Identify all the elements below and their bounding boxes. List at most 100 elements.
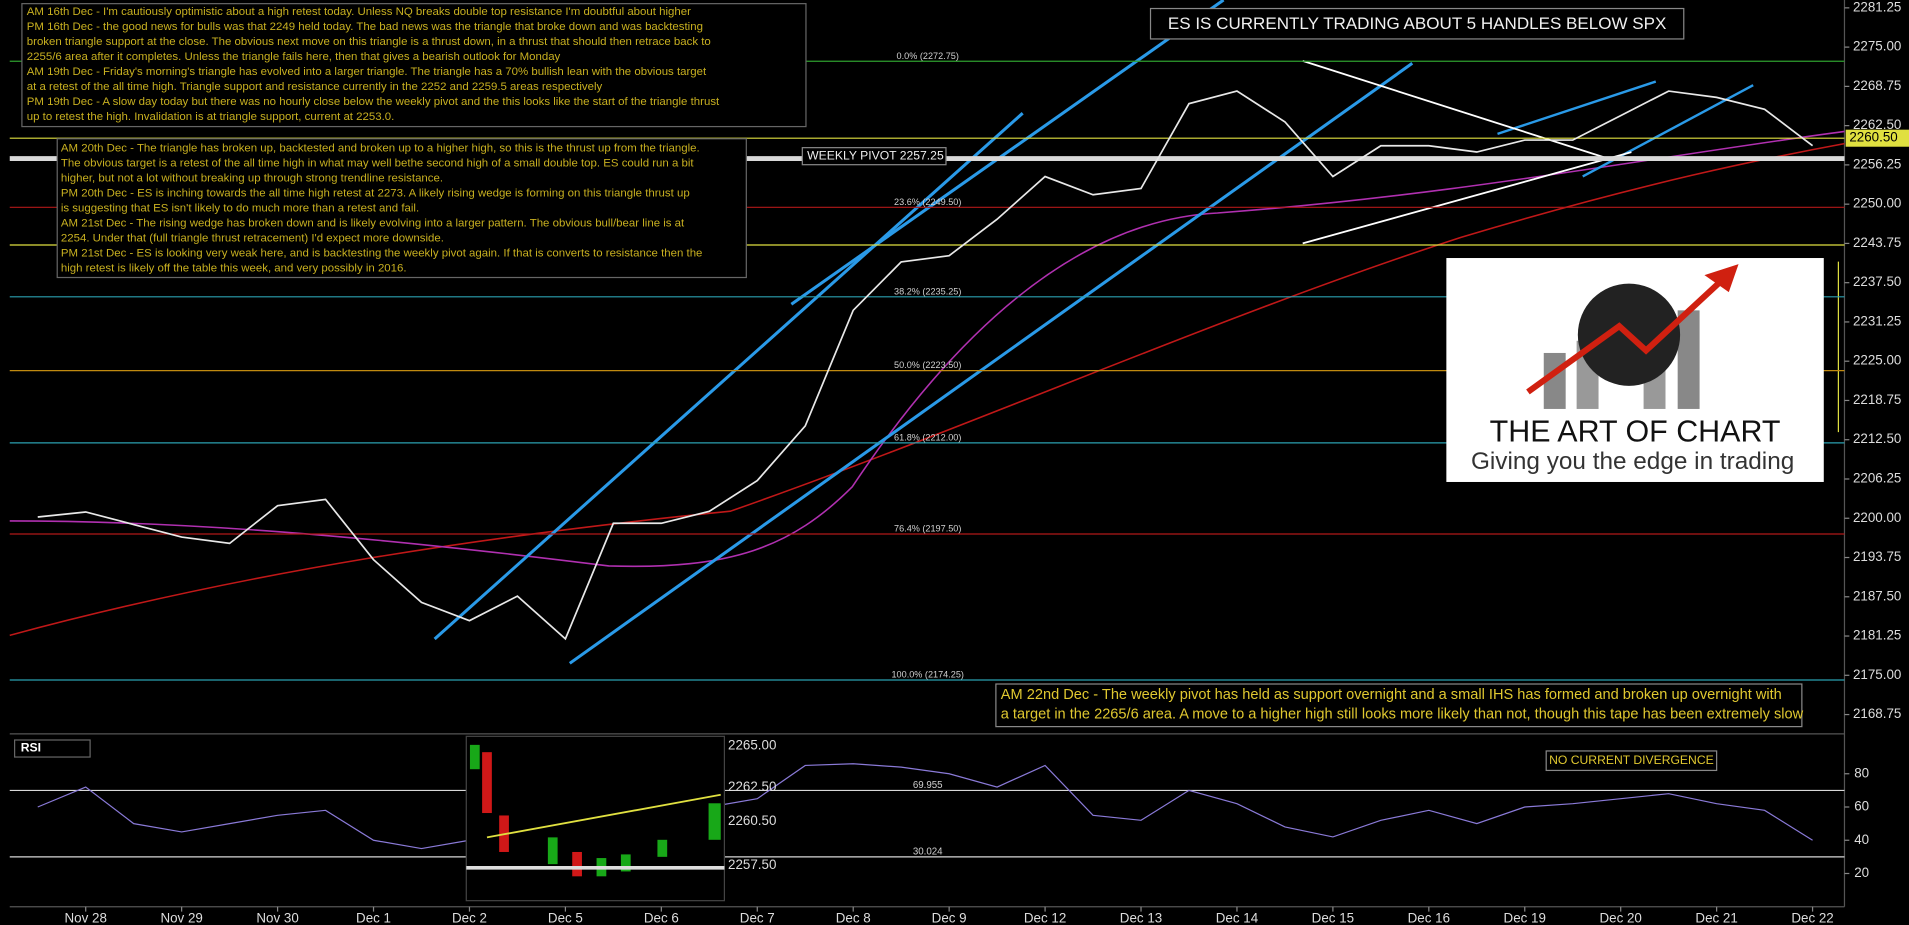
x-tick-label: Dec 19 bbox=[1504, 910, 1546, 925]
level-label: 23.6% (2249.50) bbox=[894, 197, 961, 207]
x-tick-label: Dec 9 bbox=[932, 910, 967, 925]
rsi-label: RSI bbox=[21, 741, 41, 755]
x-tick-label: Dec 13 bbox=[1120, 910, 1162, 925]
y-tick-label: 2206.25 bbox=[1853, 471, 1901, 486]
x-tick-label: Nov 30 bbox=[256, 910, 298, 925]
note-line: 2254. Under that (full triangle thrust r… bbox=[61, 232, 444, 244]
note-line: PM 20th Dec - ES is inching towards the … bbox=[61, 187, 690, 199]
note-line: PM 19th Dec - A slow day today but there… bbox=[27, 96, 720, 108]
x-tick-label: Nov 29 bbox=[160, 910, 202, 925]
x-tick-label: Dec 20 bbox=[1600, 910, 1642, 925]
notes: ES IS CURRENTLY TRADING ABOUT 5 HANDLES … bbox=[21, 3, 1803, 728]
level-label: 0.0% (2272.75) bbox=[897, 51, 959, 61]
inset-label: 2265.00 bbox=[728, 738, 776, 753]
x-tick-label: Nov 28 bbox=[65, 910, 107, 925]
x-tick-label: Dec 7 bbox=[740, 910, 775, 925]
note-box bbox=[995, 683, 1803, 728]
note-line: AM 22nd Dec - The weekly pivot has held … bbox=[1001, 687, 1782, 703]
inset-trendline bbox=[486, 793, 721, 839]
note-line: PM 16th Dec - the good news for bulls wa… bbox=[27, 21, 703, 33]
title-box bbox=[1149, 7, 1685, 40]
note-line: a target in the 2265/6 area. A move to a… bbox=[1001, 706, 1804, 722]
logo-bar bbox=[1677, 310, 1700, 409]
level-label: 69.955 bbox=[913, 780, 943, 791]
level-label: 100.0% (2174.25) bbox=[891, 670, 963, 680]
y-tick-label: 2237.50 bbox=[1853, 274, 1901, 289]
channel-line bbox=[790, 0, 1225, 306]
x-tick-label: Dec 14 bbox=[1216, 910, 1259, 925]
y-tick-label: 2175.00 bbox=[1853, 667, 1901, 682]
inset bbox=[465, 735, 726, 902]
y-tick-label: 2275.00 bbox=[1853, 39, 1901, 54]
inset-candle bbox=[482, 752, 492, 814]
inset-candle bbox=[657, 839, 668, 857]
level-label: 38.2% (2235.25) bbox=[894, 286, 961, 296]
x-tick-label: Dec 5 bbox=[548, 910, 583, 925]
inset-candle bbox=[547, 837, 558, 865]
logo-arrow bbox=[1526, 271, 1731, 395]
note-line: AM 20th Dec - The triangle has broken up… bbox=[61, 143, 700, 155]
triangle-line bbox=[1302, 59, 1608, 160]
x-tick-label: Dec 8 bbox=[836, 910, 871, 925]
y-tick-label: 2268.75 bbox=[1853, 78, 1901, 93]
price-line bbox=[37, 763, 1813, 850]
divergence-label: NO CURRENT DIVERGENCE bbox=[1549, 753, 1714, 767]
divergence-box bbox=[1545, 750, 1718, 772]
note-line: high retest is likely off the table this… bbox=[61, 262, 407, 274]
y-tick-label: 2187.50 bbox=[1853, 588, 1901, 603]
x-tick-label: Dec 22 bbox=[1791, 910, 1833, 925]
y-tick-label: 2212.50 bbox=[1853, 431, 1901, 446]
note-line: higher, but not a lot without breaking u… bbox=[61, 172, 443, 184]
note-line: up to retest the high. Invalidation is a… bbox=[27, 111, 395, 123]
channel-line bbox=[433, 112, 1024, 641]
inset-candle bbox=[708, 803, 721, 840]
logo-arrow-head bbox=[1704, 264, 1739, 293]
rsi-label-box bbox=[14, 739, 91, 758]
inset-label: 2257.50 bbox=[728, 857, 776, 872]
y-tick-label: 20 bbox=[1854, 865, 1869, 880]
y-tick-label: 60 bbox=[1854, 799, 1869, 814]
x-tick-label: Dec 21 bbox=[1695, 910, 1737, 925]
price-line bbox=[37, 90, 1814, 641]
y-tick-label: 80 bbox=[1854, 765, 1869, 780]
x-tick-label: Dec 16 bbox=[1408, 910, 1450, 925]
x-tick-label: Dec 1 bbox=[356, 910, 391, 925]
price-tag-label: 2260.50 bbox=[1849, 130, 1897, 145]
pivot-label: WEEKLY PIVOT 2257.25 bbox=[807, 148, 944, 162]
note-box bbox=[56, 138, 747, 279]
inset-label: 2260.50 bbox=[728, 813, 776, 828]
note-line: at a retest of the all time high. Triang… bbox=[27, 81, 603, 93]
level-label: 30.024 bbox=[913, 847, 943, 858]
y-tick-label: 2200.00 bbox=[1853, 510, 1901, 525]
x-tick-label: Dec 12 bbox=[1024, 910, 1066, 925]
logo-title: THE ART OF CHART bbox=[1490, 414, 1781, 448]
chart-title: ES IS CURRENTLY TRADING ABOUT 5 HANDLES … bbox=[1168, 14, 1667, 33]
moving-average bbox=[9, 130, 1845, 568]
y-tick-label: 2181.25 bbox=[1853, 628, 1901, 643]
inset-label: 2262.50 bbox=[728, 779, 776, 794]
note-line: PM 21st Dec - ES is looking very weak he… bbox=[61, 247, 703, 259]
note-line: is suggesting that ES isn't likely to do… bbox=[61, 202, 419, 214]
y-tick-label: 2193.75 bbox=[1853, 549, 1901, 564]
inset-candle bbox=[469, 744, 480, 770]
y-tick-label: 2225.00 bbox=[1853, 353, 1901, 368]
y-tick-label: 40 bbox=[1854, 832, 1869, 847]
x-tick-label: Dec 15 bbox=[1312, 910, 1354, 925]
note-line: The obvious target is a retest of the al… bbox=[61, 157, 695, 169]
logo-tagline: Giving you the edge in trading bbox=[1471, 448, 1794, 475]
y-tick-label: 2218.75 bbox=[1853, 392, 1901, 407]
note-line: AM 21st Dec - The rising wedge has broke… bbox=[61, 217, 685, 229]
x-tick-label: Dec 6 bbox=[644, 910, 679, 925]
x-tick-label: Dec 2 bbox=[452, 910, 487, 925]
pivot-box bbox=[801, 147, 947, 166]
level-label: 61.8% (2212.00) bbox=[894, 432, 961, 442]
moving-average bbox=[9, 142, 1845, 637]
level-label: 76.4% (2197.50) bbox=[894, 523, 961, 533]
price-tag bbox=[1845, 129, 1909, 147]
y-tick-label: 2281.25 bbox=[1853, 0, 1901, 14]
inset-candle bbox=[572, 851, 582, 877]
y-tick-label: 2168.75 bbox=[1853, 706, 1901, 721]
note-line: broken triangle support at the close. Th… bbox=[27, 36, 711, 48]
note-line: AM 16th Dec - I'm cautiously optimistic … bbox=[27, 6, 691, 18]
